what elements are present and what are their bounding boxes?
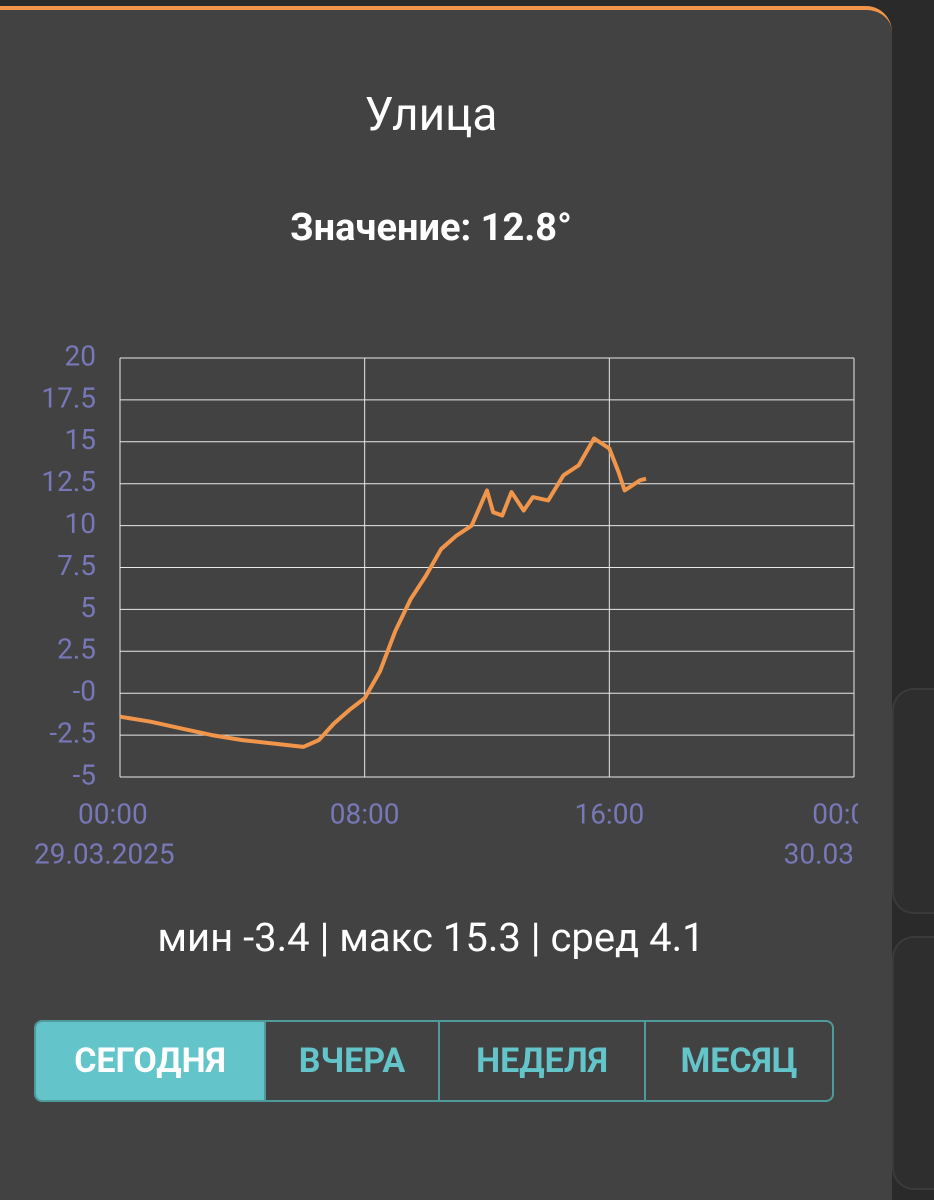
title: Улица: [364, 88, 498, 142]
tab[interactable]: НЕДЕЛЯ: [438, 1022, 644, 1100]
y-tick-label: 12.5: [41, 465, 96, 498]
y-tick-label: 10: [65, 507, 96, 540]
tab[interactable]: ВЧЕРА: [264, 1022, 438, 1100]
x-tick-date: 29.03.2025: [34, 837, 175, 870]
tab[interactable]: СЕГОДНЯ: [36, 1022, 264, 1100]
y-tick-label: -0: [73, 675, 96, 708]
tab[interactable]: МЕСЯЦ: [644, 1022, 832, 1100]
y-tick-label: 15: [65, 423, 96, 456]
x-tick-label: 00:00: [78, 797, 148, 830]
x-tick-label: 00:00: [812, 797, 858, 830]
side-panel: [892, 688, 934, 914]
y-tick-label: -5: [73, 758, 96, 791]
y-tick-label: 5: [80, 591, 96, 624]
current-value: Значение: 12.8°: [290, 206, 572, 250]
stats: мин -3.4 | макс 15.3 | сред 4.1: [157, 914, 705, 961]
y-tick-label: -2.5: [49, 716, 96, 749]
y-tick-label: 17.5: [41, 381, 96, 414]
side-panel: [892, 936, 934, 1190]
card: Улица Значение: 12.8° мин -3.4 | макс 15…: [0, 6, 892, 1200]
data-line: [119, 436, 647, 749]
x-tick-date: 30.03: [784, 837, 854, 870]
tabs: СЕГОДНЯ ВЧЕРА НЕДЕЛЯ МЕСЯЦ: [34, 1020, 834, 1102]
y-tick-label: 20: [65, 339, 96, 372]
y-tick-label: 7.5: [57, 549, 96, 582]
x-tick-label: 08:00: [330, 797, 400, 830]
chart: -5 -2.5 -0 2.5 5 7.5 10 12.5 15 17.5 20 00:00 29.03.…: [34, 339, 858, 870]
x-tick-label: 16:00: [574, 797, 644, 830]
y-tick-label: 2.5: [57, 633, 96, 666]
